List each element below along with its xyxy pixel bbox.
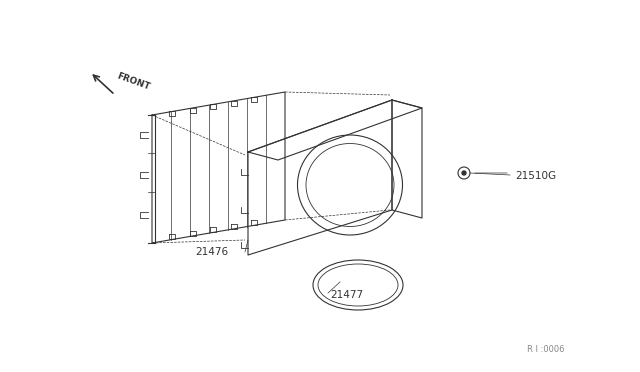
Text: 21477: 21477	[330, 290, 363, 300]
Circle shape	[462, 171, 466, 175]
Text: FRONT: FRONT	[115, 72, 150, 92]
Text: 21510G: 21510G	[515, 171, 556, 181]
Text: 21476: 21476	[195, 247, 228, 257]
Text: R I :0006: R I :0006	[527, 346, 565, 355]
